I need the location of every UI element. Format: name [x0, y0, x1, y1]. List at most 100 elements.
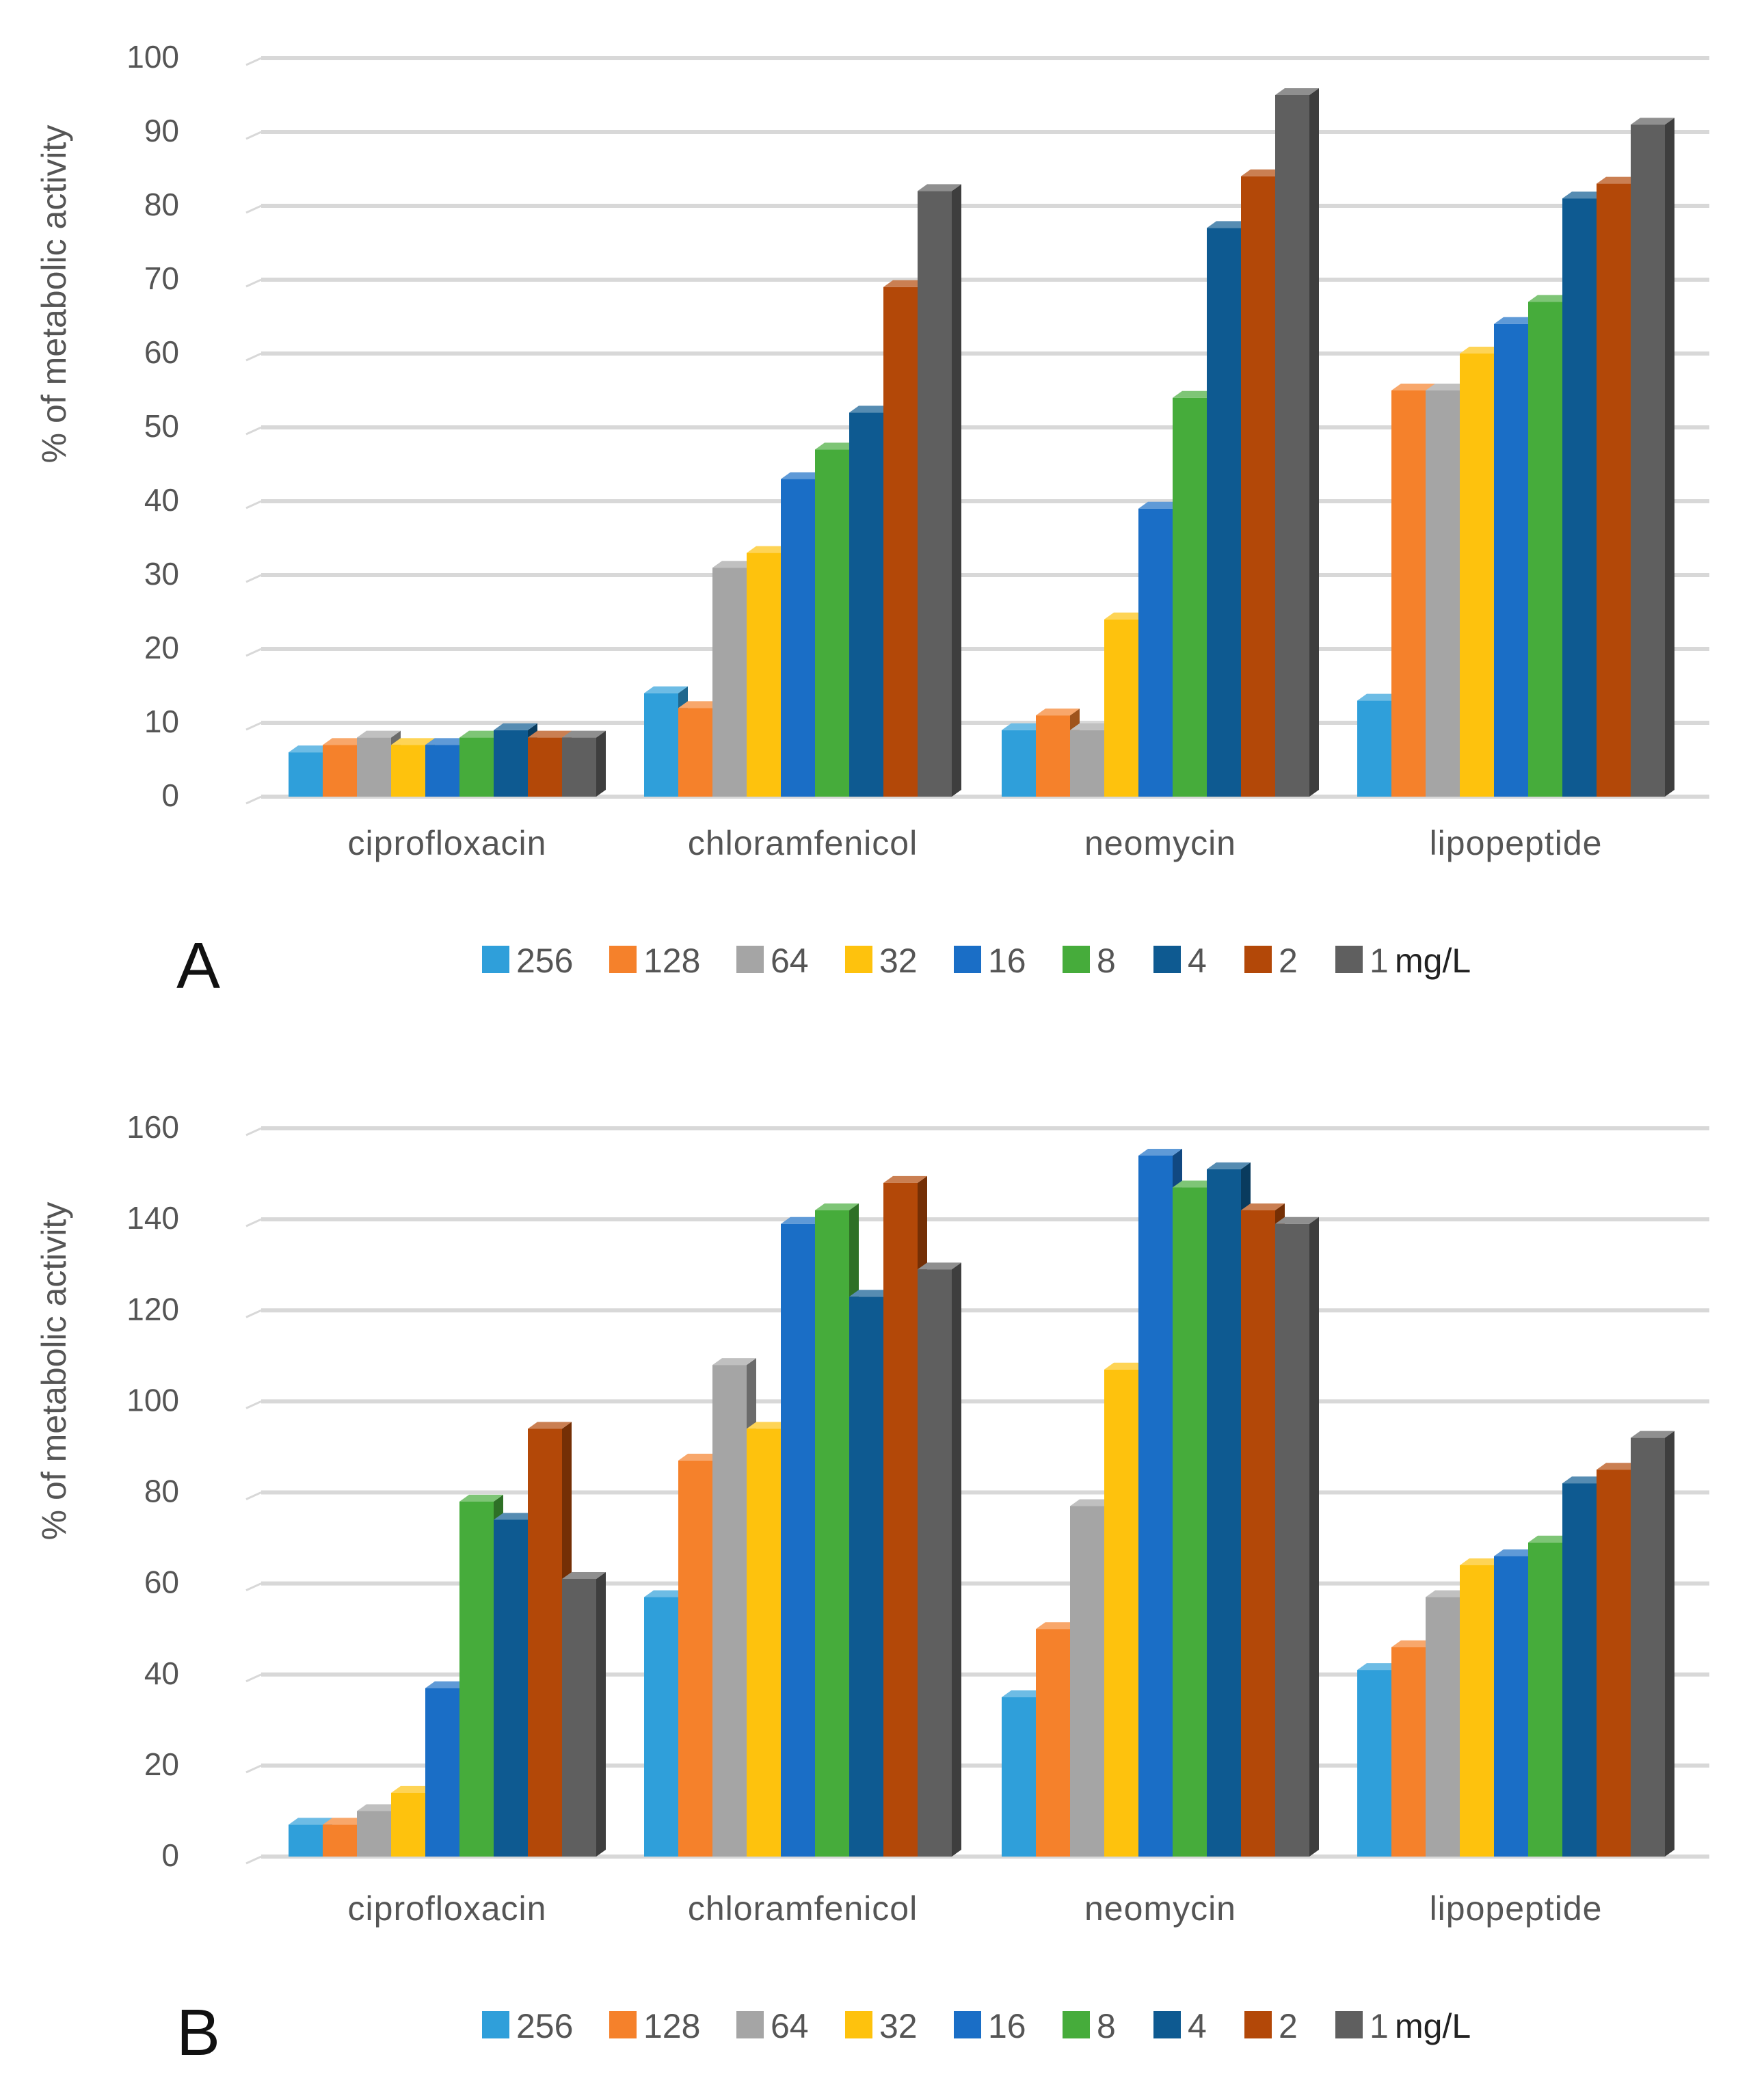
bar-front — [289, 1824, 323, 1857]
legend-label-64: 64 — [771, 942, 809, 980]
bar-top — [1275, 1217, 1319, 1224]
bar-front — [1357, 700, 1391, 797]
legend-swatch-256 — [482, 946, 509, 973]
bar-top — [1391, 384, 1435, 390]
bar-front — [1562, 1483, 1597, 1857]
legend-swatch-2 — [1244, 2011, 1272, 2038]
bar-side — [1665, 118, 1674, 797]
y-tick-label: 10 — [144, 704, 179, 739]
bar-front — [1460, 354, 1494, 797]
bar-front — [391, 745, 425, 797]
bar-front — [1597, 183, 1631, 797]
gridline-diagonal — [245, 204, 262, 214]
bar-side — [1309, 88, 1319, 797]
y-tick-label: 60 — [144, 1565, 179, 1600]
bar-front — [678, 1460, 712, 1857]
bar-top — [323, 738, 366, 745]
legend-label-1: 1 — [1370, 942, 1389, 980]
gridline-diagonal — [245, 1218, 262, 1227]
bar-top — [678, 701, 722, 708]
y-tick-label: 120 — [126, 1291, 179, 1327]
gridline-diagonal — [245, 1673, 262, 1683]
bar-top — [1562, 191, 1606, 199]
bar-top — [849, 1290, 893, 1297]
gridline-diagonal — [245, 795, 262, 805]
bar-top — [781, 1217, 825, 1224]
bar-front — [323, 745, 357, 797]
bar-top — [1631, 1431, 1674, 1438]
bar-front — [1562, 198, 1597, 797]
bar-front — [562, 737, 596, 797]
legend-label-16: 16 — [988, 942, 1026, 980]
bar-front — [849, 1297, 883, 1857]
bar-side — [952, 1262, 961, 1857]
bar-b-ciprofloxacin-1 — [562, 1571, 606, 1857]
y-tick-label: 0 — [161, 777, 179, 813]
bar-top — [459, 730, 503, 738]
legend-swatch-128 — [609, 2011, 637, 2038]
legend-swatch-64 — [736, 946, 764, 973]
legend-label-32: 32 — [879, 942, 918, 980]
bar-top — [1138, 1148, 1182, 1156]
bar-front — [644, 1597, 678, 1857]
bar-front — [1173, 1187, 1207, 1857]
bar-side — [1665, 1431, 1674, 1857]
legend-swatch-16 — [954, 946, 981, 973]
bar-top — [1207, 1162, 1251, 1169]
bar-front — [1357, 1670, 1391, 1857]
bar-front — [747, 553, 781, 797]
x-category-label: lipopeptide — [1430, 824, 1603, 862]
bar-side — [1309, 1217, 1319, 1857]
bar-top — [1002, 1690, 1045, 1698]
gridline-diagonal — [245, 352, 262, 362]
bar-front — [391, 1792, 425, 1857]
bar-top — [1070, 1499, 1114, 1506]
bar-top — [1138, 501, 1182, 509]
y-tick-label: 0 — [161, 1837, 179, 1873]
bar-side — [596, 1571, 606, 1857]
x-category-label: lipopeptide — [1430, 1889, 1603, 1928]
bar-top — [678, 1453, 722, 1461]
legend-label-4: 4 — [1188, 2007, 1207, 2045]
bar-front — [1275, 1223, 1309, 1857]
y-tick-label: 90 — [144, 113, 179, 148]
bar-top — [459, 1494, 503, 1502]
bar-top — [1173, 1180, 1216, 1188]
bar-front — [1104, 1369, 1138, 1857]
bar-top — [918, 184, 961, 191]
bar-top — [747, 546, 790, 553]
bar-top — [712, 561, 756, 568]
bar-front — [712, 568, 747, 797]
bar-front — [494, 1519, 528, 1857]
bar-front — [781, 1223, 815, 1857]
bar-top — [1002, 723, 1045, 730]
bar-top — [781, 472, 825, 479]
bar-top — [562, 1571, 606, 1579]
y-tick-label: 50 — [144, 408, 179, 444]
bar-top — [1391, 1640, 1435, 1647]
bar-top — [1357, 693, 1401, 701]
bar-top — [1528, 295, 1572, 302]
bar-top — [391, 738, 435, 745]
bar-top — [562, 730, 606, 738]
gridline-diagonal — [245, 1491, 262, 1500]
gridline-diagonal — [245, 721, 262, 731]
bar-top — [289, 745, 332, 753]
bar-a-neomycin-1 — [1275, 88, 1319, 797]
legend-label-8: 8 — [1097, 942, 1116, 980]
bar-top — [1597, 176, 1640, 184]
bar-top — [1036, 1622, 1080, 1630]
bar-top — [528, 730, 572, 738]
bar-top — [747, 1422, 790, 1429]
y-tick-label: 60 — [144, 334, 179, 370]
legend-label-256: 256 — [516, 2007, 573, 2045]
y-tick-label: 20 — [144, 1746, 179, 1782]
bar-top — [425, 738, 469, 745]
legend-swatch-32 — [845, 2011, 872, 2038]
bar-top — [357, 730, 401, 738]
bar-b-chloramfenicol-4 — [849, 1290, 893, 1857]
bar-front — [781, 479, 815, 797]
bar-top — [494, 723, 537, 730]
bar-top — [1207, 221, 1251, 228]
